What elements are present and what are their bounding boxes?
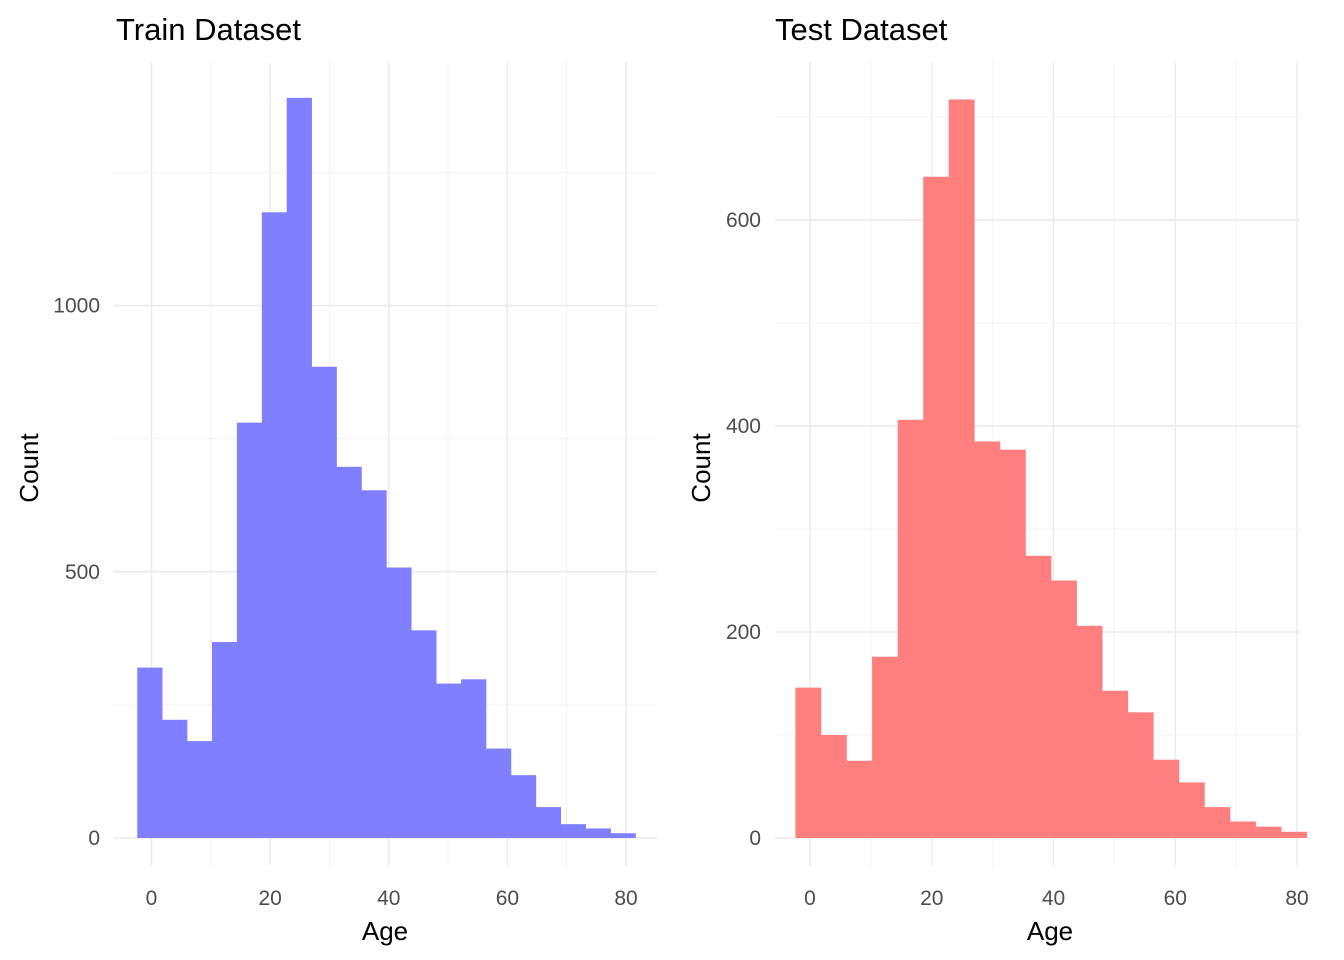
train-histogram-bar bbox=[236, 422, 263, 838]
test-histogram-bar bbox=[923, 176, 950, 839]
train-chart-title: Train Dataset bbox=[116, 12, 301, 47]
test-y-axis-title: Count bbox=[686, 433, 716, 503]
test-chart-title: Test Dataset bbox=[775, 12, 948, 47]
train-histogram-bar bbox=[510, 775, 537, 838]
train-bars bbox=[137, 97, 636, 838]
train-x-tick-label: 60 bbox=[496, 887, 519, 910]
test-histogram-bar bbox=[820, 735, 847, 838]
train-x-tick-label: 40 bbox=[377, 887, 400, 910]
test-histogram-bar bbox=[1230, 821, 1256, 838]
test-x-tick-label: 60 bbox=[1164, 887, 1187, 910]
test-x-tick-label: 40 bbox=[1042, 887, 1065, 910]
train-histogram-bar bbox=[386, 567, 412, 838]
test-histogram-bar bbox=[1255, 826, 1282, 838]
train-histogram-bar bbox=[461, 679, 487, 838]
train-y-tick-label: 0 bbox=[88, 827, 100, 850]
test-y-tick-labels: 0 200 400 600 bbox=[726, 209, 761, 850]
test-histogram-panel: 0 200 400 600 0 20 40 60 80 Test Dataset Age Co… bbox=[686, 12, 1309, 946]
test-x-tick-label: 20 bbox=[920, 887, 943, 910]
train-histogram-bar bbox=[311, 366, 337, 838]
test-histogram-bar bbox=[1127, 712, 1154, 838]
test-x-tick-label: 0 bbox=[804, 887, 816, 910]
train-histogram-bar bbox=[261, 212, 288, 838]
train-x-tick-label: 80 bbox=[614, 887, 637, 910]
train-gridlines bbox=[113, 62, 657, 866]
train-histogram-bar bbox=[137, 667, 163, 838]
test-histogram-bar bbox=[897, 419, 924, 838]
test-histogram-bar bbox=[1204, 807, 1231, 838]
test-y-tick-label: 0 bbox=[749, 827, 761, 850]
train-histogram-bar bbox=[535, 807, 562, 838]
test-histogram-bar bbox=[846, 760, 873, 838]
test-y-tick-label: 400 bbox=[726, 415, 761, 438]
train-x-axis-title: Age bbox=[362, 916, 408, 946]
train-y-tick-label: 500 bbox=[65, 561, 100, 584]
test-x-tick-labels: 0 20 40 60 80 bbox=[804, 887, 1309, 910]
train-y-tick-label: 1000 bbox=[53, 295, 100, 318]
train-histogram-bar bbox=[211, 642, 238, 838]
train-x-tick-labels: 0 20 40 60 80 bbox=[146, 887, 638, 910]
train-x-tick-label: 0 bbox=[146, 887, 158, 910]
test-histogram-bar bbox=[1076, 625, 1103, 838]
test-histogram-bar bbox=[974, 441, 1001, 838]
train-histogram-bar bbox=[286, 97, 312, 838]
test-histogram-bar bbox=[1178, 782, 1205, 838]
train-histogram-bar bbox=[560, 824, 586, 838]
test-histogram-bar bbox=[795, 687, 822, 838]
train-y-tick-labels: 0 500 1000 bbox=[53, 295, 100, 851]
train-histogram-bar bbox=[411, 630, 437, 838]
test-x-tick-label: 80 bbox=[1285, 887, 1308, 910]
train-histogram-bar bbox=[436, 683, 462, 838]
test-histogram-bar bbox=[948, 99, 975, 839]
test-histogram-bar bbox=[1102, 690, 1129, 838]
train-histogram-bar bbox=[610, 833, 636, 838]
test-x-axis-title: Age bbox=[1027, 916, 1073, 946]
test-histogram-bar bbox=[872, 656, 898, 838]
train-histogram-bar bbox=[585, 828, 611, 838]
train-histogram-bar bbox=[361, 490, 387, 838]
test-histogram-bar bbox=[1051, 580, 1077, 838]
train-histogram-bar bbox=[162, 719, 188, 838]
test-histogram-bar bbox=[1025, 555, 1052, 838]
test-histogram-bar bbox=[1153, 759, 1180, 838]
test-histogram-bar bbox=[1281, 831, 1308, 838]
test-y-tick-label: 600 bbox=[726, 209, 761, 232]
train-histogram-panel: 0 500 1000 0 20 40 60 80 Train Dataset Age Cou… bbox=[14, 12, 657, 946]
train-y-axis-title: Count bbox=[14, 433, 44, 503]
train-histogram-bar bbox=[187, 741, 213, 838]
train-histogram-bar bbox=[336, 466, 362, 838]
train-x-tick-label: 20 bbox=[258, 887, 281, 910]
test-bars bbox=[795, 99, 1308, 839]
train-histogram-bar bbox=[486, 748, 512, 838]
test-y-tick-label: 200 bbox=[726, 621, 761, 644]
test-histogram-bar bbox=[999, 449, 1026, 838]
